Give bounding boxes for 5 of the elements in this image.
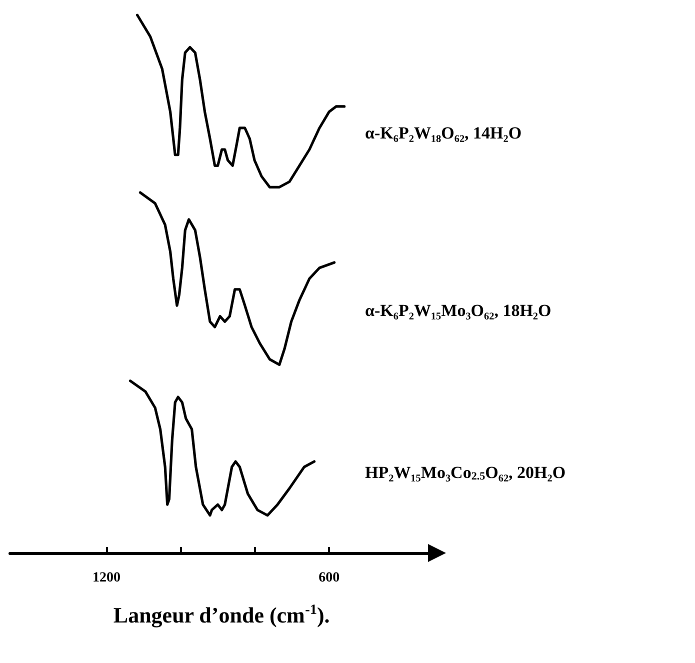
series-label: α-K₆P₂W₁₈O₆₂, 14H₂O [365, 124, 522, 143]
text: α-K₆P₂W₁₅Mo₃O₆₂, 18H₂O [365, 301, 552, 320]
text: HP₂W₁₅Mo₃Co2.5O₆₂, 20H₂O [365, 462, 566, 482]
x-tick-label: 600 [318, 570, 340, 586]
x-tick-label: 1200 [92, 570, 120, 586]
